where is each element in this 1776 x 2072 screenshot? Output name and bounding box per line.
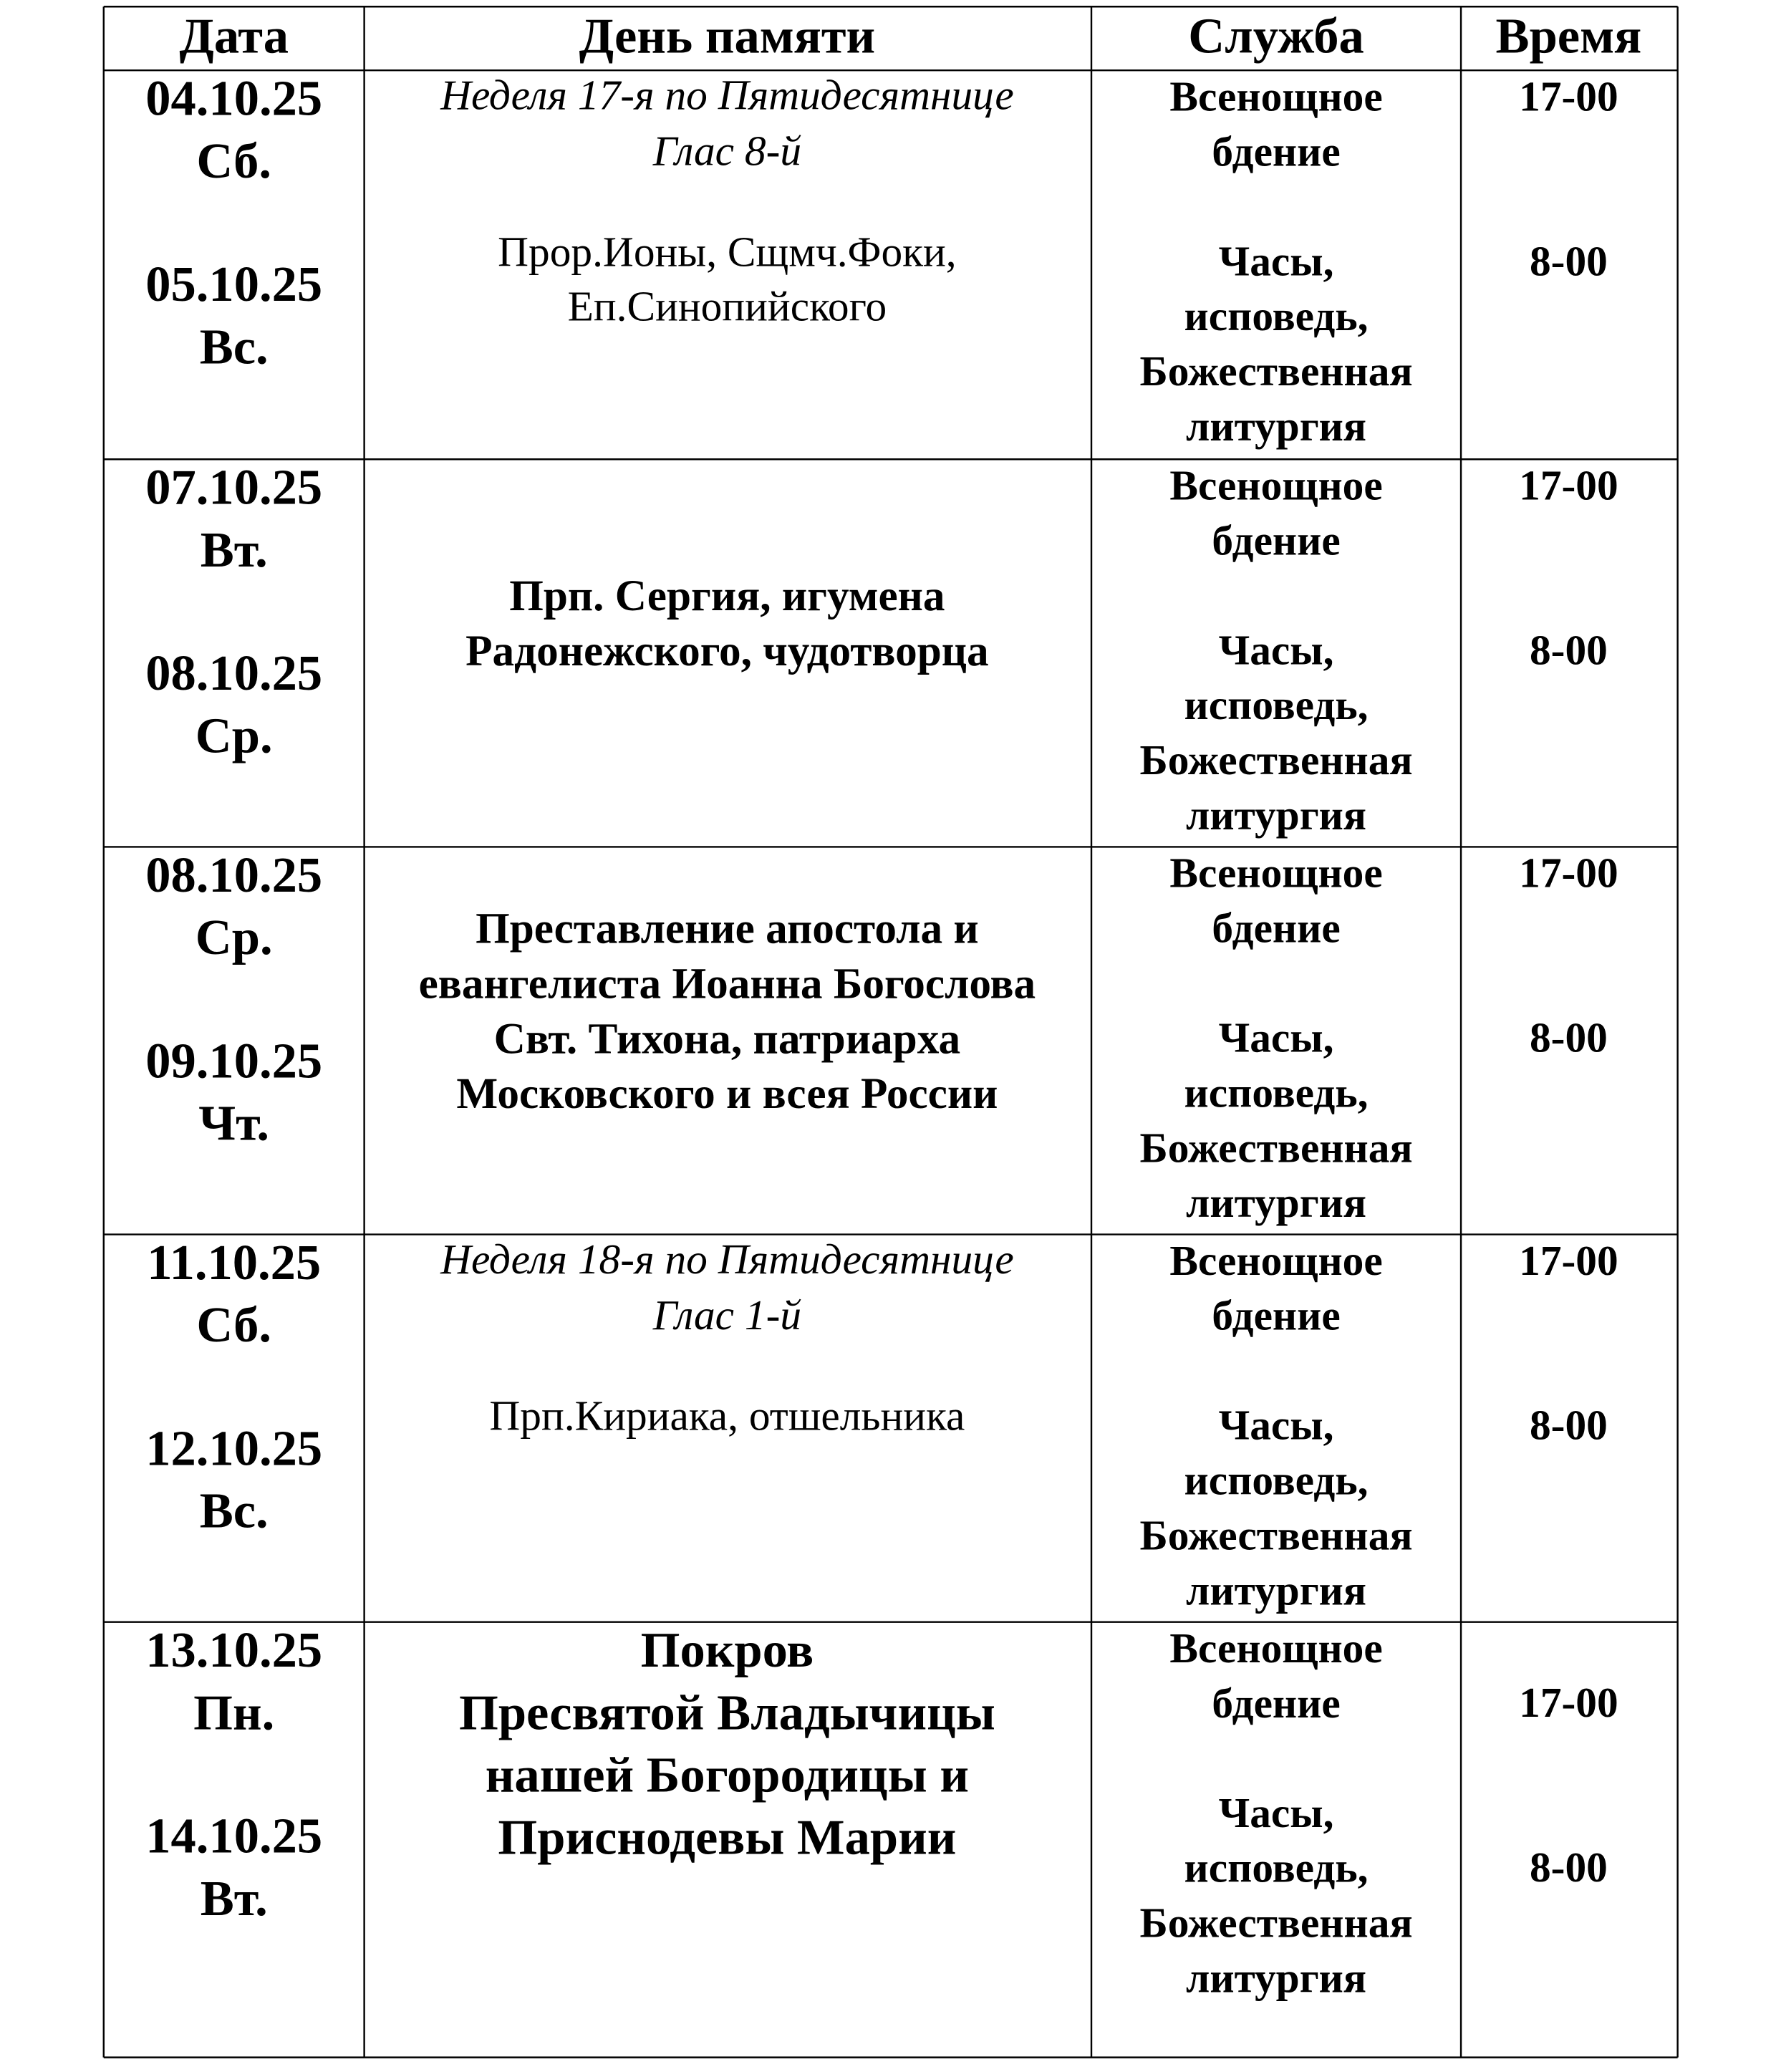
- service: Часы,: [1219, 626, 1334, 673]
- feast: Московского и всея России: [456, 1069, 998, 1118]
- service: Часы,: [1219, 1789, 1334, 1836]
- weekday: Ср.: [196, 910, 273, 965]
- time: 17-00: [1519, 1679, 1618, 1726]
- date: 09.10.25: [145, 1033, 322, 1089]
- time: 8-00: [1530, 626, 1608, 673]
- feast: Радонежского, чудотворца: [465, 627, 989, 675]
- date: 11.10.25: [147, 1235, 321, 1291]
- header-cell: Служба: [1188, 9, 1364, 64]
- feast-large: нашей Богородицы и: [486, 1747, 969, 1803]
- week-note: Глас 8-й: [652, 127, 802, 174]
- service: исповедь,: [1184, 292, 1369, 339]
- service: исповедь,: [1184, 1844, 1369, 1892]
- time: 8-00: [1530, 1844, 1608, 1891]
- weekday: Пн.: [193, 1685, 274, 1740]
- header-cell: Время: [1496, 9, 1642, 64]
- saint: Еп.Синопийского: [568, 282, 887, 329]
- service: Божественная: [1139, 1124, 1412, 1171]
- time: 17-00: [1519, 462, 1618, 509]
- time: 8-00: [1530, 1013, 1608, 1061]
- service: бдение: [1212, 127, 1340, 175]
- date: 13.10.25: [145, 1622, 322, 1678]
- time: 17-00: [1519, 73, 1618, 120]
- feast: Преставление апостола и: [476, 904, 979, 953]
- service: литургия: [1186, 1955, 1366, 2002]
- weekday: Вс.: [200, 319, 269, 375]
- date: 08.10.25: [145, 645, 322, 701]
- service: Божественная: [1139, 1511, 1412, 1558]
- date: 14.10.25: [145, 1808, 322, 1864]
- time: 17-00: [1519, 849, 1618, 897]
- service: бдение: [1212, 516, 1340, 564]
- service: Часы,: [1219, 237, 1334, 284]
- service: литургия: [1186, 1179, 1366, 1226]
- saint: Прор.Ионы, Сщмч.Фоки,: [498, 228, 957, 275]
- service: литургия: [1186, 791, 1366, 839]
- service: Божественная: [1139, 347, 1412, 395]
- service: литургия: [1186, 403, 1366, 450]
- header-cell: День памяти: [579, 9, 876, 64]
- weekday: Сб.: [196, 133, 271, 189]
- service: Божественная: [1139, 1899, 1412, 1947]
- weekday: Сб.: [196, 1297, 271, 1353]
- time: 8-00: [1530, 1402, 1608, 1449]
- weekday: Чт.: [198, 1096, 269, 1152]
- feast-large: Пресвятой Владычицы: [459, 1685, 995, 1740]
- service: Часы,: [1219, 1013, 1334, 1061]
- date: 08.10.25: [145, 847, 322, 903]
- feast-large: Покров: [641, 1622, 814, 1678]
- feast: Свт. Тихона, патриарха: [494, 1014, 960, 1063]
- time: 8-00: [1530, 237, 1608, 284]
- saint: Прп.Кириака, отшельника: [489, 1392, 965, 1440]
- service: бдение: [1212, 905, 1340, 952]
- service: исповедь,: [1184, 681, 1369, 728]
- service: литургия: [1186, 1566, 1366, 1614]
- service: Всенощное: [1169, 73, 1382, 120]
- service: Часы,: [1219, 1402, 1334, 1449]
- feast-large: Приснодевы Марии: [498, 1810, 956, 1866]
- service: бдение: [1212, 1292, 1340, 1339]
- week-note: Неделя 17-я по Пятидесятнице: [440, 72, 1014, 119]
- weekday: Вт.: [201, 1871, 268, 1927]
- week-note: Неделя 18-я по Пятидесятнице: [440, 1235, 1014, 1283]
- time: 17-00: [1519, 1237, 1618, 1284]
- week-note: Глас 1-й: [652, 1291, 802, 1339]
- header-cell: Дата: [179, 9, 289, 64]
- service: Всенощное: [1169, 1624, 1382, 1672]
- service: Всенощное: [1169, 849, 1382, 897]
- service: исповедь,: [1184, 1457, 1369, 1504]
- date: 05.10.25: [145, 256, 322, 312]
- feast: Прп. Сергия, игумена: [509, 572, 945, 620]
- service: Всенощное: [1169, 462, 1382, 509]
- weekday: Вт.: [201, 522, 268, 578]
- date: 07.10.25: [145, 460, 322, 516]
- feast: евангелиста Иоанна Богослова: [419, 959, 1036, 1008]
- service: Всенощное: [1169, 1237, 1382, 1284]
- service: бдение: [1212, 1680, 1340, 1727]
- date: 12.10.25: [145, 1421, 322, 1477]
- date: 04.10.25: [145, 71, 322, 127]
- weekday: Ср.: [196, 708, 273, 763]
- service: Божественная: [1139, 736, 1412, 784]
- service: исповедь,: [1184, 1069, 1369, 1116]
- weekday: Вс.: [200, 1483, 269, 1539]
